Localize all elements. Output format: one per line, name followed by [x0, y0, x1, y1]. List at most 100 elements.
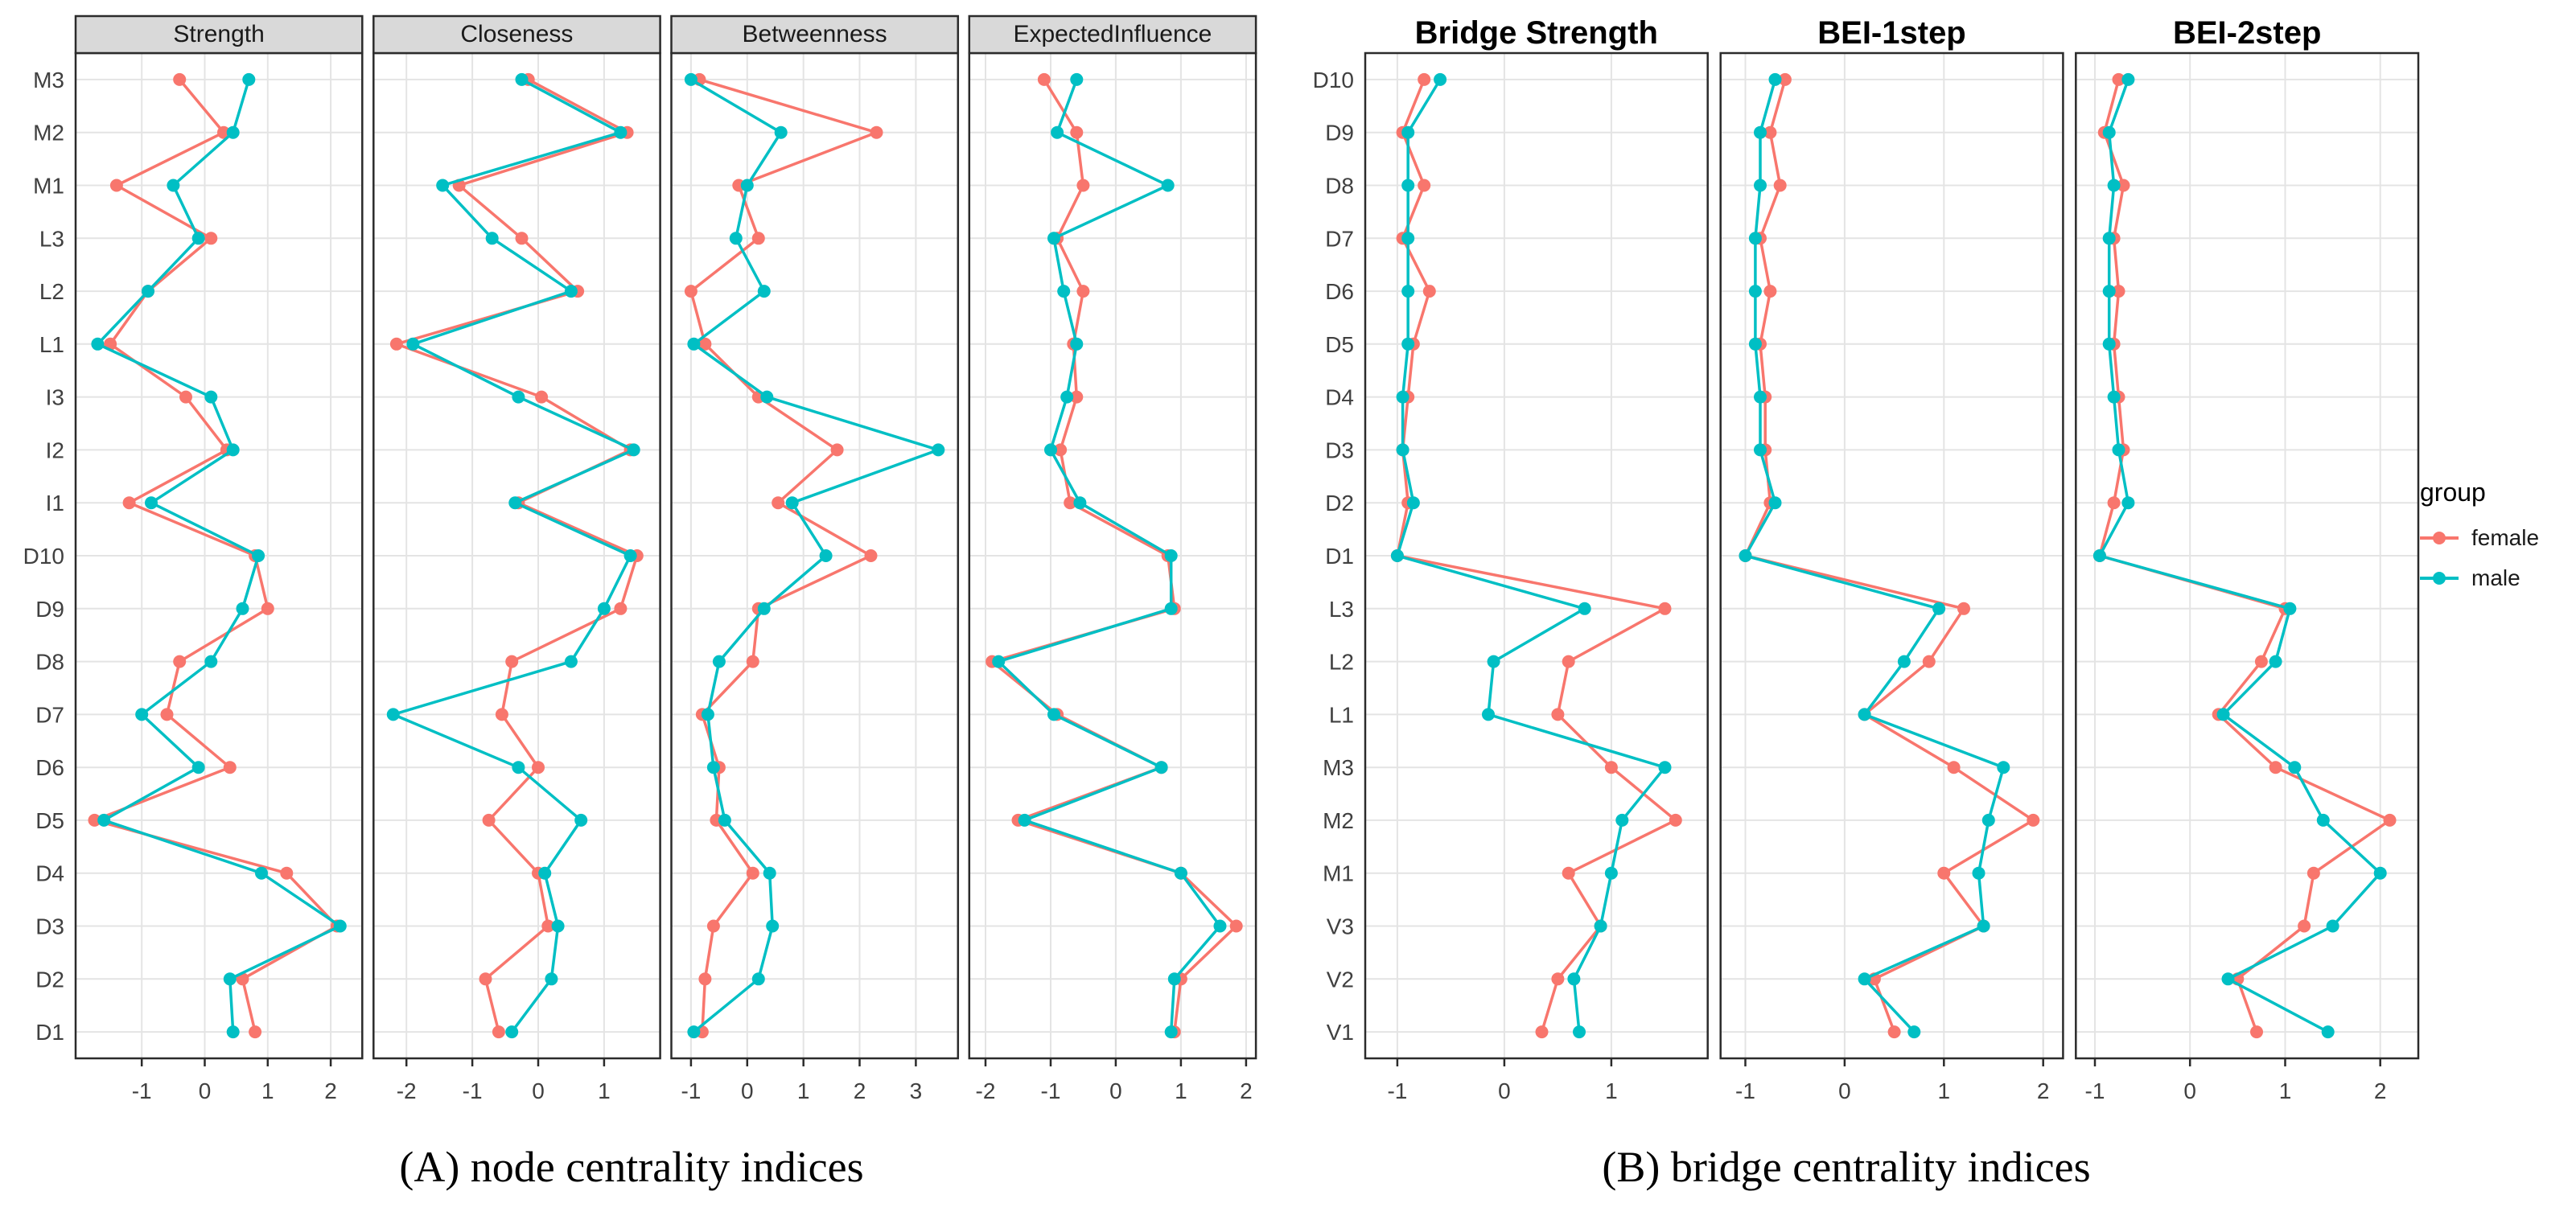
series-male-points [992, 72, 1227, 1039]
y-axis-label: D10 [23, 544, 64, 569]
data-point [2112, 443, 2125, 457]
data-point [1174, 866, 1187, 880]
data-point [495, 708, 508, 721]
data-point [532, 761, 545, 774]
data-point [1578, 602, 1591, 615]
data-point [2102, 285, 2116, 298]
data-point [2121, 72, 2135, 86]
data-point [1076, 285, 1090, 298]
data-point [684, 72, 697, 86]
y-axis-label: M1 [33, 174, 64, 199]
caption-bridge-centrality: (B) bridge centrality indices [1602, 1143, 2091, 1191]
data-point [1401, 337, 1415, 351]
data-point [1418, 179, 1431, 192]
x-tick-label: 1 [261, 1078, 274, 1103]
data-point [389, 337, 403, 351]
facet-strip [670, 14, 960, 55]
x-tick-label: 2 [324, 1078, 337, 1103]
y-axis-label: D2 [35, 967, 64, 992]
data-point [1763, 125, 1777, 139]
data-point [482, 813, 496, 827]
x-tick-label: 0 [741, 1078, 754, 1103]
data-point [706, 761, 720, 774]
data-point [1858, 972, 1871, 986]
series-male-points [91, 72, 347, 1039]
legend-item-female[interactable]: female [2420, 525, 2539, 551]
legend-item-label: female [2471, 525, 2540, 550]
data-point [1229, 919, 1243, 933]
y-axis-label: D1 [35, 1020, 64, 1045]
data-point [2102, 232, 2116, 245]
facet-strip [372, 14, 661, 55]
data-point [1487, 655, 1500, 668]
bridge-centrality-chart: D10 D9 D8 D7 D6 D5 D4 D3 D2 D1 L3 L2 L1 M3 M2 M1 V3 V2 V1 B… [1313, 15, 2420, 1103]
facet-strip [74, 14, 364, 55]
data-point [1754, 125, 1767, 139]
x-tick-label: 1 [797, 1078, 810, 1103]
data-point [2283, 602, 2297, 615]
data-point [1981, 813, 1995, 827]
data-point [1422, 285, 1436, 298]
data-point [551, 919, 565, 933]
data-point [538, 866, 552, 880]
data-point [1562, 866, 1575, 880]
data-point [2102, 125, 2116, 139]
female-series-swatch-icon [2420, 530, 2459, 546]
data-point [870, 125, 883, 139]
data-point [1401, 232, 1415, 245]
data-point [191, 761, 205, 774]
gridlines [2076, 53, 2418, 1058]
data-point [1778, 72, 1792, 86]
data-point [1972, 866, 1985, 880]
data-point [2306, 866, 2320, 880]
data-point [261, 602, 274, 615]
data-point [819, 549, 833, 562]
data-point [2221, 972, 2235, 986]
data-point [1615, 813, 1629, 827]
y-axis-label: M2 [1323, 808, 1354, 833]
data-point [746, 655, 759, 668]
y-axis-label: L1 [1329, 702, 1354, 727]
data-point [505, 1025, 519, 1039]
y-axis-label: D8 [1325, 174, 1354, 199]
data-point [1018, 813, 1031, 827]
data-point [1154, 761, 1168, 774]
panel-title: BEI-2step [2173, 15, 2322, 51]
y-axis-label: L2 [39, 279, 64, 304]
data-point [1551, 708, 1565, 721]
data-point [252, 549, 265, 562]
data-point [1932, 602, 1946, 615]
data-point [1658, 761, 1672, 774]
data-point [167, 179, 180, 192]
y-axis-label: I3 [46, 385, 64, 410]
swatch-dot [2433, 532, 2446, 544]
legend-item-male[interactable]: male [2420, 565, 2539, 591]
data-point [249, 1025, 262, 1039]
data-point [597, 602, 611, 615]
data-point [512, 390, 525, 404]
data-point [2326, 919, 2339, 933]
data-point [1406, 496, 1420, 510]
data-point [1594, 919, 1607, 933]
data-point [1064, 496, 1077, 510]
data-point [1037, 72, 1051, 86]
data-point [785, 496, 799, 510]
x-tick-label: -1 [1041, 1078, 1061, 1103]
data-point [1754, 443, 1767, 457]
data-point [1748, 285, 1762, 298]
data-point [1763, 285, 1777, 298]
data-point [386, 708, 400, 721]
data-point [623, 549, 637, 562]
data-point [173, 72, 187, 86]
data-point [757, 602, 771, 615]
y-axis-label: I1 [46, 491, 64, 516]
panel-betweenness: Betweenness -1 0 1 2 3 [670, 14, 960, 1103]
data-point [760, 390, 774, 404]
facet-strip [968, 14, 1257, 55]
data-point [564, 655, 578, 668]
data-point [142, 285, 154, 298]
data-point [2316, 813, 2330, 827]
panel-bei-1step: BEI-1step -1 0 1 2 [1719, 15, 2064, 1103]
x-tick-label: -1 [132, 1078, 152, 1103]
data-point [479, 972, 492, 986]
